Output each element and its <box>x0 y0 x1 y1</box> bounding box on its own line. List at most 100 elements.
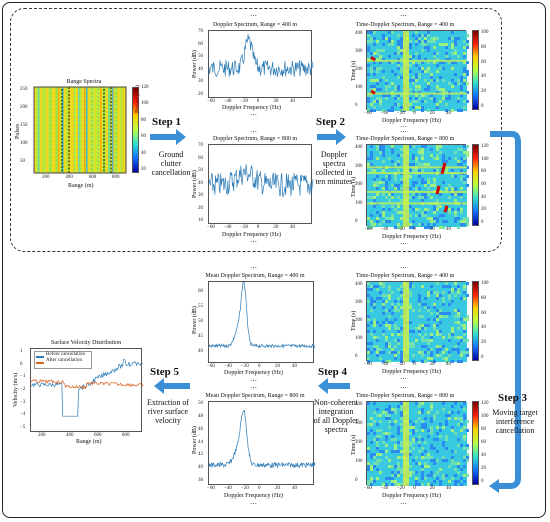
dop800-yt-tick: 50 <box>198 168 203 173</box>
rs-yticks-tick: 250 <box>20 87 28 92</box>
td800a-ct-tick: 0 <box>481 220 484 225</box>
step5-desc: Extraction of river surface velocity <box>147 398 189 425</box>
dop800-xt-tick: 20 <box>273 225 279 230</box>
rs-yticks-tick: 200 <box>20 105 28 110</box>
dop400-xt-tick: 0 <box>256 99 260 104</box>
dop800-xt-tick: 0 <box>256 225 260 230</box>
dop400-xt-tick: −60 <box>207 99 215 104</box>
dop400-xt-tick: 20 <box>273 99 279 104</box>
step5-label: Step 5 <box>150 366 180 378</box>
td400a-ct-tick: 100 <box>481 30 489 35</box>
ellipsis-bottom-center-1: ⋯ <box>250 238 257 246</box>
mean800-yt-tick: 48 <box>198 413 203 419</box>
range-spectra-heatmap <box>33 86 127 174</box>
dop400-xt-tick: 40 <box>290 99 295 104</box>
td400a-xt-tick: 20 <box>429 111 435 116</box>
vel-xt-tick: 400 <box>66 433 74 438</box>
dop800-xlabel: Doppler Frequency (Hz) <box>222 232 281 238</box>
dop400-yt-tick: 20 <box>198 92 203 97</box>
ellipsis-center-lower-3: ⋯ <box>250 384 257 392</box>
ellipsis-right-lower-2: ⋯ <box>400 375 407 383</box>
vel-yt-tick: 1 <box>20 349 23 354</box>
mean400-yt-tick: 45 <box>198 334 203 339</box>
rs-cticks-tick: 60 <box>141 134 146 140</box>
td800a-xt-tick: 0 <box>413 227 416 232</box>
mean800-xt-tick: −60 <box>207 486 215 491</box>
td400b-yt-tick: 0 <box>355 354 358 359</box>
td800a-ct-tick: 120 <box>481 144 489 149</box>
td800a-yt-tick: 400 <box>355 145 363 150</box>
td400a-xt-tick: −20 <box>396 111 405 116</box>
rs-xticks-tick: 800 <box>112 175 120 180</box>
td400a-yt-tick: 100 <box>355 85 363 90</box>
td800b-xt-tick: 40 <box>446 486 451 491</box>
td800b-xt-tick: 0 <box>413 486 416 491</box>
td800b-ct-tick: 80 <box>481 427 486 432</box>
legend-line-orange <box>36 362 44 364</box>
td400a-yt-tick: 400 <box>355 31 363 36</box>
dop400-plot <box>208 30 314 98</box>
td400b-xt-tick: −40 <box>380 362 389 367</box>
velsvg-line <box>30 378 144 390</box>
dop400-yt-tick: 30 <box>198 79 203 85</box>
dop800-xt-tick: −20 <box>240 225 249 230</box>
td400b-title: Time-Doppler Spectrum, Range = 400 m <box>355 273 455 279</box>
ellipsis-bottom-right-1: ⋯ <box>400 240 407 248</box>
td400b-xt-tick: −60 <box>364 362 372 367</box>
td800a-yt-tick: 200 <box>355 182 363 187</box>
td400a-yt-tick: 200 <box>355 67 363 72</box>
ellipsis-top-right: ⋯ <box>400 12 407 20</box>
dop400svg-line <box>208 34 314 78</box>
dop400-yt-tick: 60 <box>198 41 203 47</box>
vel-xt-tick: 600 <box>94 433 102 438</box>
td400a-yt-tick: 300 <box>355 49 363 54</box>
rs-cticks-tick: 40 <box>141 150 146 156</box>
outer-frame <box>2 2 546 518</box>
dop400-xlabel: Doppler Frequency (Hz) <box>222 105 281 111</box>
mean400-yt-tick: 60 <box>198 289 203 294</box>
td800b-ct-tick: 120 <box>481 401 489 406</box>
dashed-group-border <box>10 8 502 252</box>
vel-yt-tick: 0 <box>20 361 23 367</box>
td400b-xt-tick: 20 <box>429 362 435 367</box>
td800b-xt-tick: −60 <box>364 486 372 491</box>
mean800-xlabel: Doppler Frequency (Hz) <box>224 493 283 499</box>
td800a-title: Time-Doppler Spectrum, Range = 800 m <box>355 136 455 142</box>
td800a-yt-tick: 100 <box>355 200 363 206</box>
step4-label: Step 4 <box>318 366 348 378</box>
step1-desc: Ground clutter cancellation <box>151 150 191 177</box>
mean800-yt-tick: 46 <box>198 426 203 432</box>
step4-desc: Non-coherent integration of all Doppler spe… <box>313 398 359 434</box>
legend-after: After cancellation <box>46 358 82 363</box>
ellipsis-bottom-right-2: ⋯ <box>400 500 407 508</box>
td800a-xt-tick: −20 <box>396 227 405 232</box>
mean800-title: Mean Doppler Spectrum, Range = 800 m <box>205 393 305 399</box>
step3-label: Step 3 <box>498 392 528 404</box>
td800a-ct-tick: 40 <box>481 194 486 200</box>
legend-line-blue <box>36 356 44 358</box>
td400b-ct-tick: 80 <box>481 295 486 301</box>
step3-arrow <box>490 131 521 489</box>
mean800svg-line <box>208 410 316 469</box>
mean800-xt-tick: −40 <box>224 486 232 491</box>
td400b-ct-tick: 60 <box>481 310 486 316</box>
step2-arrow <box>317 129 346 145</box>
td400a-xt-tick: 40 <box>446 111 451 116</box>
td400a-ct-tick: 80 <box>481 44 486 50</box>
rs-cticks-tick: 80 <box>141 117 146 123</box>
td800b-heatmap <box>366 401 469 486</box>
dop800-yt-tick: 20 <box>198 205 203 211</box>
td800a-ct-tick: 80 <box>481 169 486 175</box>
td800b-yt-tick: 400 <box>355 402 363 407</box>
ellipsis-mid-center-1: ⋯ <box>250 111 257 119</box>
step3-desc: Moving target interference cancellation <box>492 408 538 435</box>
dop400-yt-tick: 50 <box>198 54 203 60</box>
td800a-ct-tick: 60 <box>481 182 486 187</box>
td800b-xlabel: Doppler Frequency (Hz) <box>382 493 441 499</box>
td800a-heatmap <box>366 144 469 229</box>
td800a-xt-tick: 40 <box>446 227 451 232</box>
td400a-ct-tick: 40 <box>481 74 486 80</box>
mean400-plot <box>208 281 316 363</box>
td400a-title: Time-Doppler Spectrum, Range = 400 m <box>355 22 455 28</box>
dop800-yt-tick: 10 <box>198 218 203 223</box>
